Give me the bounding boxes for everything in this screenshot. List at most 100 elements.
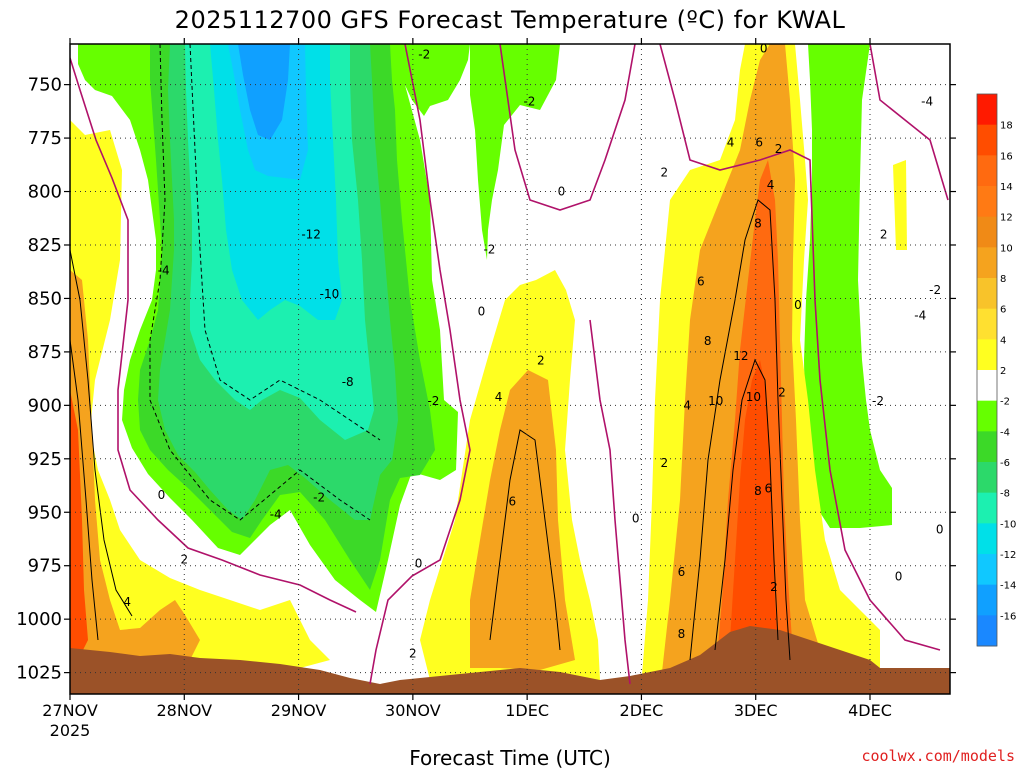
contour-neg4-left bbox=[149, 44, 371, 521]
contour-label: -2 bbox=[950, 501, 962, 515]
band-green-right bbox=[804, 44, 892, 528]
contour-label: 2 bbox=[660, 456, 668, 470]
colorbar-swatch bbox=[977, 400, 997, 432]
contour-label: 4 bbox=[495, 390, 503, 404]
x-tick-label: 28NOV bbox=[156, 701, 212, 720]
y-tick-label: 975 bbox=[28, 556, 62, 577]
y-tick-label: 850 bbox=[28, 288, 62, 309]
grid-lines bbox=[70, 44, 950, 694]
colorbar-swatch bbox=[977, 94, 997, 126]
temperature-field bbox=[70, 44, 950, 694]
contour-label: 0 bbox=[558, 185, 566, 199]
band-blue bbox=[238, 44, 290, 140]
contour-label: 0 bbox=[895, 569, 903, 583]
contour-0-mid2 bbox=[499, 44, 636, 211]
colorbar-frame bbox=[976, 93, 998, 647]
contour-label: 6 bbox=[764, 482, 772, 496]
contour-label: 2 bbox=[537, 353, 545, 367]
colorbar-swatch bbox=[977, 554, 997, 586]
contour-label: 10 bbox=[708, 394, 723, 408]
contour-label: -2 bbox=[313, 490, 325, 504]
contour-label: 4 bbox=[683, 398, 691, 412]
colorbar-swatch bbox=[977, 584, 997, 616]
contour-label: 8 bbox=[754, 484, 762, 498]
contour-label: -2 bbox=[483, 242, 495, 256]
y-tick-label: 1025 bbox=[16, 663, 62, 684]
contour-label: 2 bbox=[180, 552, 188, 566]
colorbar-label: -2 bbox=[1000, 397, 1010, 408]
colorbar: 18 16 14 12 10 8 6 4 2 -2 -4 -6 -8 -10 -12 -14 -16 bbox=[976, 93, 1016, 647]
colorbar-swatch bbox=[977, 186, 997, 218]
contour-label: 2 bbox=[880, 227, 888, 241]
contour-label: -8 bbox=[342, 375, 354, 389]
contour-label: -12 bbox=[301, 227, 321, 241]
x-tick-label: 2DEC bbox=[620, 701, 664, 720]
contour-label: 0 bbox=[936, 522, 944, 536]
colorbar-label: -4 bbox=[1000, 427, 1010, 438]
contour-8-right bbox=[689, 199, 791, 661]
contour-label: 0 bbox=[478, 304, 486, 318]
y-tick-label: 925 bbox=[28, 449, 62, 470]
colorbar-swatch bbox=[977, 339, 997, 371]
contour-label: 8 bbox=[678, 627, 686, 641]
contour-10-right bbox=[714, 358, 779, 651]
colorbar-swatch bbox=[977, 124, 997, 156]
contour-label: 10 bbox=[746, 390, 761, 404]
y-tick-label: 800 bbox=[28, 182, 62, 203]
contour-label: 8 bbox=[704, 334, 712, 348]
contour-label: -10 bbox=[320, 287, 340, 301]
plot-area: -2-2-2-2-2-2-2-4-4-4-4-2-8-10-1200000000… bbox=[70, 41, 962, 694]
contour-label: -2 bbox=[427, 394, 439, 408]
contour-label: 4 bbox=[123, 595, 131, 609]
contour-label: 8 bbox=[754, 217, 762, 231]
contour-label: 2 bbox=[660, 165, 668, 179]
contour-neg8-left bbox=[189, 44, 381, 441]
colorbar-swatch bbox=[977, 523, 997, 555]
colorbar-label: 4 bbox=[1000, 335, 1006, 346]
contour-label: 6 bbox=[755, 135, 763, 149]
colorbar-swatch bbox=[977, 278, 997, 310]
x-tick-label: 3DEC bbox=[734, 701, 778, 720]
colorbar-swatch bbox=[977, 492, 997, 524]
contour-0-far-right bbox=[869, 44, 949, 201]
colorbar-label: 6 bbox=[1000, 305, 1006, 316]
colorbar-label: 12 bbox=[1000, 213, 1013, 224]
contour-label: -2 bbox=[929, 283, 941, 297]
contour-label: 0 bbox=[954, 306, 962, 320]
contour-label: 2 bbox=[778, 386, 786, 400]
x-tick-label: 4DEC bbox=[848, 701, 892, 720]
x-tick-label: 1DEC bbox=[505, 701, 549, 720]
contour-label-layer: -2-2-2-2-2-2-2-4-4-4-4-2-8-10-1200000000… bbox=[123, 41, 962, 660]
colorbar-label: 2 bbox=[1000, 366, 1006, 377]
contour-label: -4 bbox=[270, 507, 282, 521]
colorbar-label: -10 bbox=[1000, 519, 1016, 530]
contour-label: 6 bbox=[678, 565, 686, 579]
contour-label: 0 bbox=[158, 488, 166, 502]
contour-label: 4 bbox=[727, 135, 735, 149]
contour-0-mid bbox=[369, 44, 471, 685]
colorbar-label: 10 bbox=[1000, 243, 1013, 254]
contour-label: -2 bbox=[418, 48, 430, 62]
colorbar-label: 8 bbox=[1000, 274, 1006, 285]
band-green-top-mid bbox=[470, 44, 560, 260]
colorbar-label: 16 bbox=[1000, 151, 1013, 162]
contour-label: 12 bbox=[733, 349, 748, 363]
contour-label: -2 bbox=[872, 394, 884, 408]
colorbar-label: -6 bbox=[1000, 458, 1010, 469]
band-orange-mid bbox=[470, 370, 575, 670]
colorbar-swatch bbox=[977, 431, 997, 463]
colorbar-swatch bbox=[977, 615, 997, 647]
contour-label: 0 bbox=[760, 41, 768, 55]
contour-4-left bbox=[70, 249, 133, 617]
contour-label: -4 bbox=[921, 95, 933, 109]
chart-title: 2025112700 GFS Forecast Temperature (ºC)… bbox=[175, 6, 846, 34]
colorbar-swatch bbox=[977, 155, 997, 187]
x-tick-label: 29NOV bbox=[271, 701, 327, 720]
y-tick-label: 950 bbox=[28, 502, 62, 523]
y-tick-label: 775 bbox=[28, 128, 62, 149]
colorbar-label: -16 bbox=[1000, 611, 1016, 622]
source-credit: coolwx.com/models bbox=[861, 747, 1015, 765]
contour-label: 2 bbox=[775, 142, 783, 156]
contour-0-left bbox=[70, 57, 357, 613]
